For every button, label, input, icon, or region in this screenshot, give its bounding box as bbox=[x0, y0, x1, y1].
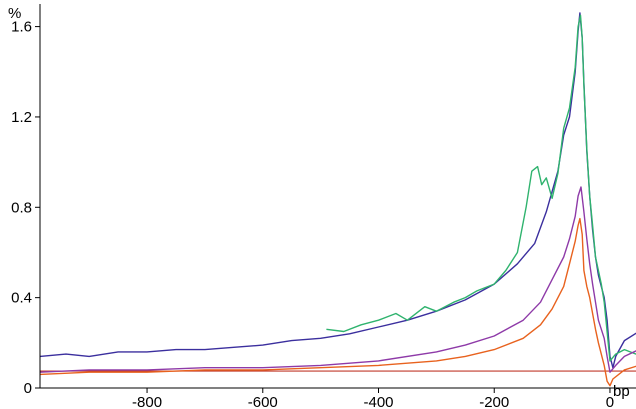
y-unit-label: % bbox=[8, 5, 21, 22]
y-tick-label: 0.8 bbox=[11, 199, 32, 216]
y-ticks: 0 0.4 0.8 1.2 1.6 bbox=[11, 19, 40, 397]
x-ticks: -800 -600 -400 -200 0 bbox=[132, 388, 614, 409]
series-layer bbox=[39, 12, 636, 387]
x-tick-label: -400 bbox=[363, 394, 393, 409]
series-line-2 bbox=[326, 14, 636, 362]
series-line-1 bbox=[39, 12, 636, 369]
y-tick-label: 0 bbox=[24, 380, 32, 397]
x-unit-label: bp bbox=[613, 383, 630, 400]
x-tick-label: -800 bbox=[132, 394, 162, 409]
y-tick-label: 1.2 bbox=[11, 109, 32, 126]
x-tick-label: -200 bbox=[479, 394, 509, 409]
x-tick-label: 0 bbox=[606, 394, 614, 409]
series-line-3 bbox=[39, 186, 636, 373]
y-tick-label: 0.4 bbox=[11, 290, 32, 307]
series-line-4 bbox=[39, 217, 636, 387]
x-tick-label: -600 bbox=[248, 394, 278, 409]
y-tick-label: 1.6 bbox=[11, 19, 32, 36]
